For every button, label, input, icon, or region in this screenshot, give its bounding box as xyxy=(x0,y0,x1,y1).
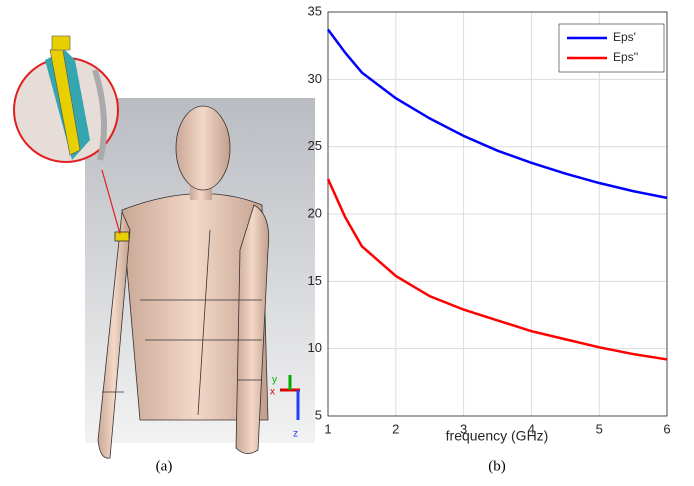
plot-frame xyxy=(327,11,668,417)
legend-label: Eps' xyxy=(613,30,636,44)
caption: (a) xyxy=(156,458,173,474)
legend-label: Eps'' xyxy=(613,50,638,64)
series-line xyxy=(326,178,668,361)
y-tick-label: 20 xyxy=(308,205,322,220)
axis-label: x xyxy=(270,387,275,398)
x-tick-label: 4 xyxy=(528,421,535,436)
caption: (b) xyxy=(488,458,506,474)
x-tick-label: 6 xyxy=(663,421,670,436)
y-tick-label: 30 xyxy=(308,71,322,86)
legend xyxy=(558,23,665,73)
series-line xyxy=(326,28,668,200)
x-axis-title: frequency (GHz) xyxy=(446,428,549,444)
y-tick-label: 25 xyxy=(308,138,322,153)
y-tick-label: 15 xyxy=(308,273,322,288)
x-tick-label: 2 xyxy=(392,421,399,436)
axis-label: y xyxy=(272,375,277,386)
x-tick-label: 5 xyxy=(596,421,603,436)
y-tick-label: 35 xyxy=(308,3,322,18)
y-tick-label: 10 xyxy=(308,340,322,355)
x-tick-label: 1 xyxy=(324,421,331,436)
body-model xyxy=(13,35,315,459)
axis-label: z xyxy=(293,429,298,440)
y-tick-label: 5 xyxy=(315,407,322,422)
x-tick-label: 3 xyxy=(460,421,467,436)
